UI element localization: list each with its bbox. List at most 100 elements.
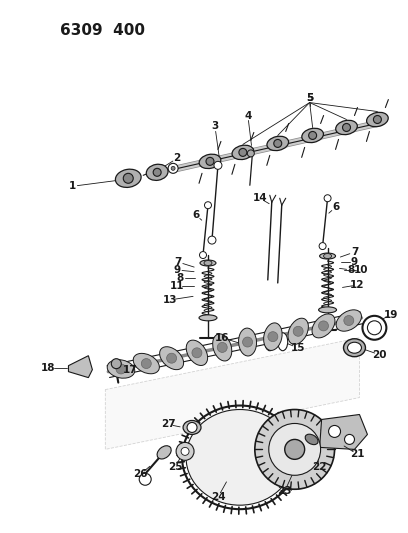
Circle shape [181, 447, 189, 455]
Ellipse shape [302, 128, 324, 143]
Text: 14: 14 [253, 193, 267, 203]
Ellipse shape [107, 360, 135, 378]
Text: 8: 8 [176, 273, 184, 283]
Ellipse shape [319, 321, 328, 331]
Text: 21: 21 [350, 449, 365, 459]
Text: 5: 5 [306, 93, 313, 102]
Text: 6: 6 [332, 202, 339, 212]
Ellipse shape [293, 326, 303, 336]
Ellipse shape [336, 120, 357, 135]
Circle shape [208, 236, 216, 244]
Ellipse shape [116, 364, 126, 374]
Circle shape [153, 168, 161, 176]
Ellipse shape [264, 323, 282, 350]
Ellipse shape [115, 169, 141, 188]
Circle shape [368, 321, 381, 335]
Circle shape [111, 359, 121, 369]
Text: 17: 17 [123, 365, 137, 375]
Text: 13: 13 [163, 295, 177, 305]
Ellipse shape [146, 164, 168, 180]
Ellipse shape [160, 346, 184, 370]
Ellipse shape [213, 334, 232, 361]
Circle shape [269, 423, 321, 475]
Ellipse shape [324, 254, 332, 259]
Text: 12: 12 [350, 280, 365, 290]
Circle shape [168, 163, 178, 173]
Ellipse shape [232, 145, 254, 159]
Text: 9: 9 [173, 265, 181, 275]
Text: 10: 10 [354, 265, 369, 275]
Ellipse shape [305, 434, 318, 445]
Text: 5: 5 [306, 93, 313, 102]
Text: 7: 7 [174, 257, 182, 267]
Ellipse shape [268, 332, 278, 342]
Circle shape [176, 442, 194, 461]
Ellipse shape [186, 409, 294, 505]
Circle shape [344, 434, 355, 445]
Circle shape [123, 173, 133, 183]
Circle shape [328, 425, 341, 438]
Circle shape [139, 473, 151, 485]
Ellipse shape [133, 353, 160, 374]
Ellipse shape [348, 342, 361, 353]
Circle shape [274, 140, 282, 148]
Text: 25: 25 [168, 462, 182, 472]
Circle shape [255, 409, 335, 489]
Text: 11: 11 [170, 281, 184, 291]
Text: 20: 20 [372, 350, 387, 360]
Text: 9: 9 [351, 257, 358, 267]
Ellipse shape [157, 446, 171, 459]
Ellipse shape [278, 333, 288, 351]
Ellipse shape [366, 112, 388, 127]
Ellipse shape [267, 136, 288, 151]
Circle shape [373, 116, 381, 124]
Text: 23: 23 [277, 486, 292, 496]
Circle shape [204, 201, 211, 209]
Circle shape [214, 161, 222, 169]
Text: 1: 1 [69, 181, 76, 191]
Ellipse shape [312, 314, 335, 338]
Ellipse shape [319, 253, 335, 259]
Ellipse shape [344, 316, 354, 326]
Text: 6309  400: 6309 400 [60, 23, 146, 38]
Text: 16: 16 [215, 333, 229, 343]
Text: 6: 6 [193, 210, 200, 220]
Ellipse shape [288, 318, 308, 344]
Circle shape [206, 157, 214, 165]
Text: 18: 18 [41, 362, 56, 373]
Text: 15: 15 [290, 343, 305, 353]
Ellipse shape [344, 339, 366, 357]
Text: 22: 22 [313, 462, 327, 472]
Text: 8: 8 [348, 265, 355, 275]
Circle shape [285, 439, 305, 459]
Circle shape [171, 166, 175, 171]
Ellipse shape [265, 333, 275, 351]
Text: 19: 19 [384, 310, 399, 320]
Circle shape [308, 132, 317, 140]
Circle shape [200, 252, 206, 259]
Ellipse shape [199, 154, 221, 168]
Text: 27: 27 [161, 419, 175, 430]
Text: 4: 4 [244, 110, 252, 120]
Ellipse shape [336, 310, 361, 331]
Circle shape [343, 124, 350, 132]
Ellipse shape [217, 342, 227, 352]
Ellipse shape [192, 348, 202, 358]
Circle shape [247, 150, 254, 157]
Text: 2: 2 [173, 154, 181, 164]
Ellipse shape [141, 359, 151, 368]
Text: 26: 26 [133, 469, 147, 479]
Ellipse shape [239, 328, 257, 356]
Polygon shape [69, 356, 92, 377]
Ellipse shape [183, 421, 201, 434]
Ellipse shape [200, 260, 216, 266]
Circle shape [239, 148, 247, 156]
Ellipse shape [204, 261, 212, 265]
Text: 24: 24 [211, 492, 225, 502]
Circle shape [187, 423, 197, 432]
Ellipse shape [243, 337, 253, 347]
Circle shape [362, 316, 386, 340]
Text: 3: 3 [211, 122, 219, 132]
Text: 7: 7 [351, 247, 358, 257]
Ellipse shape [186, 340, 208, 366]
